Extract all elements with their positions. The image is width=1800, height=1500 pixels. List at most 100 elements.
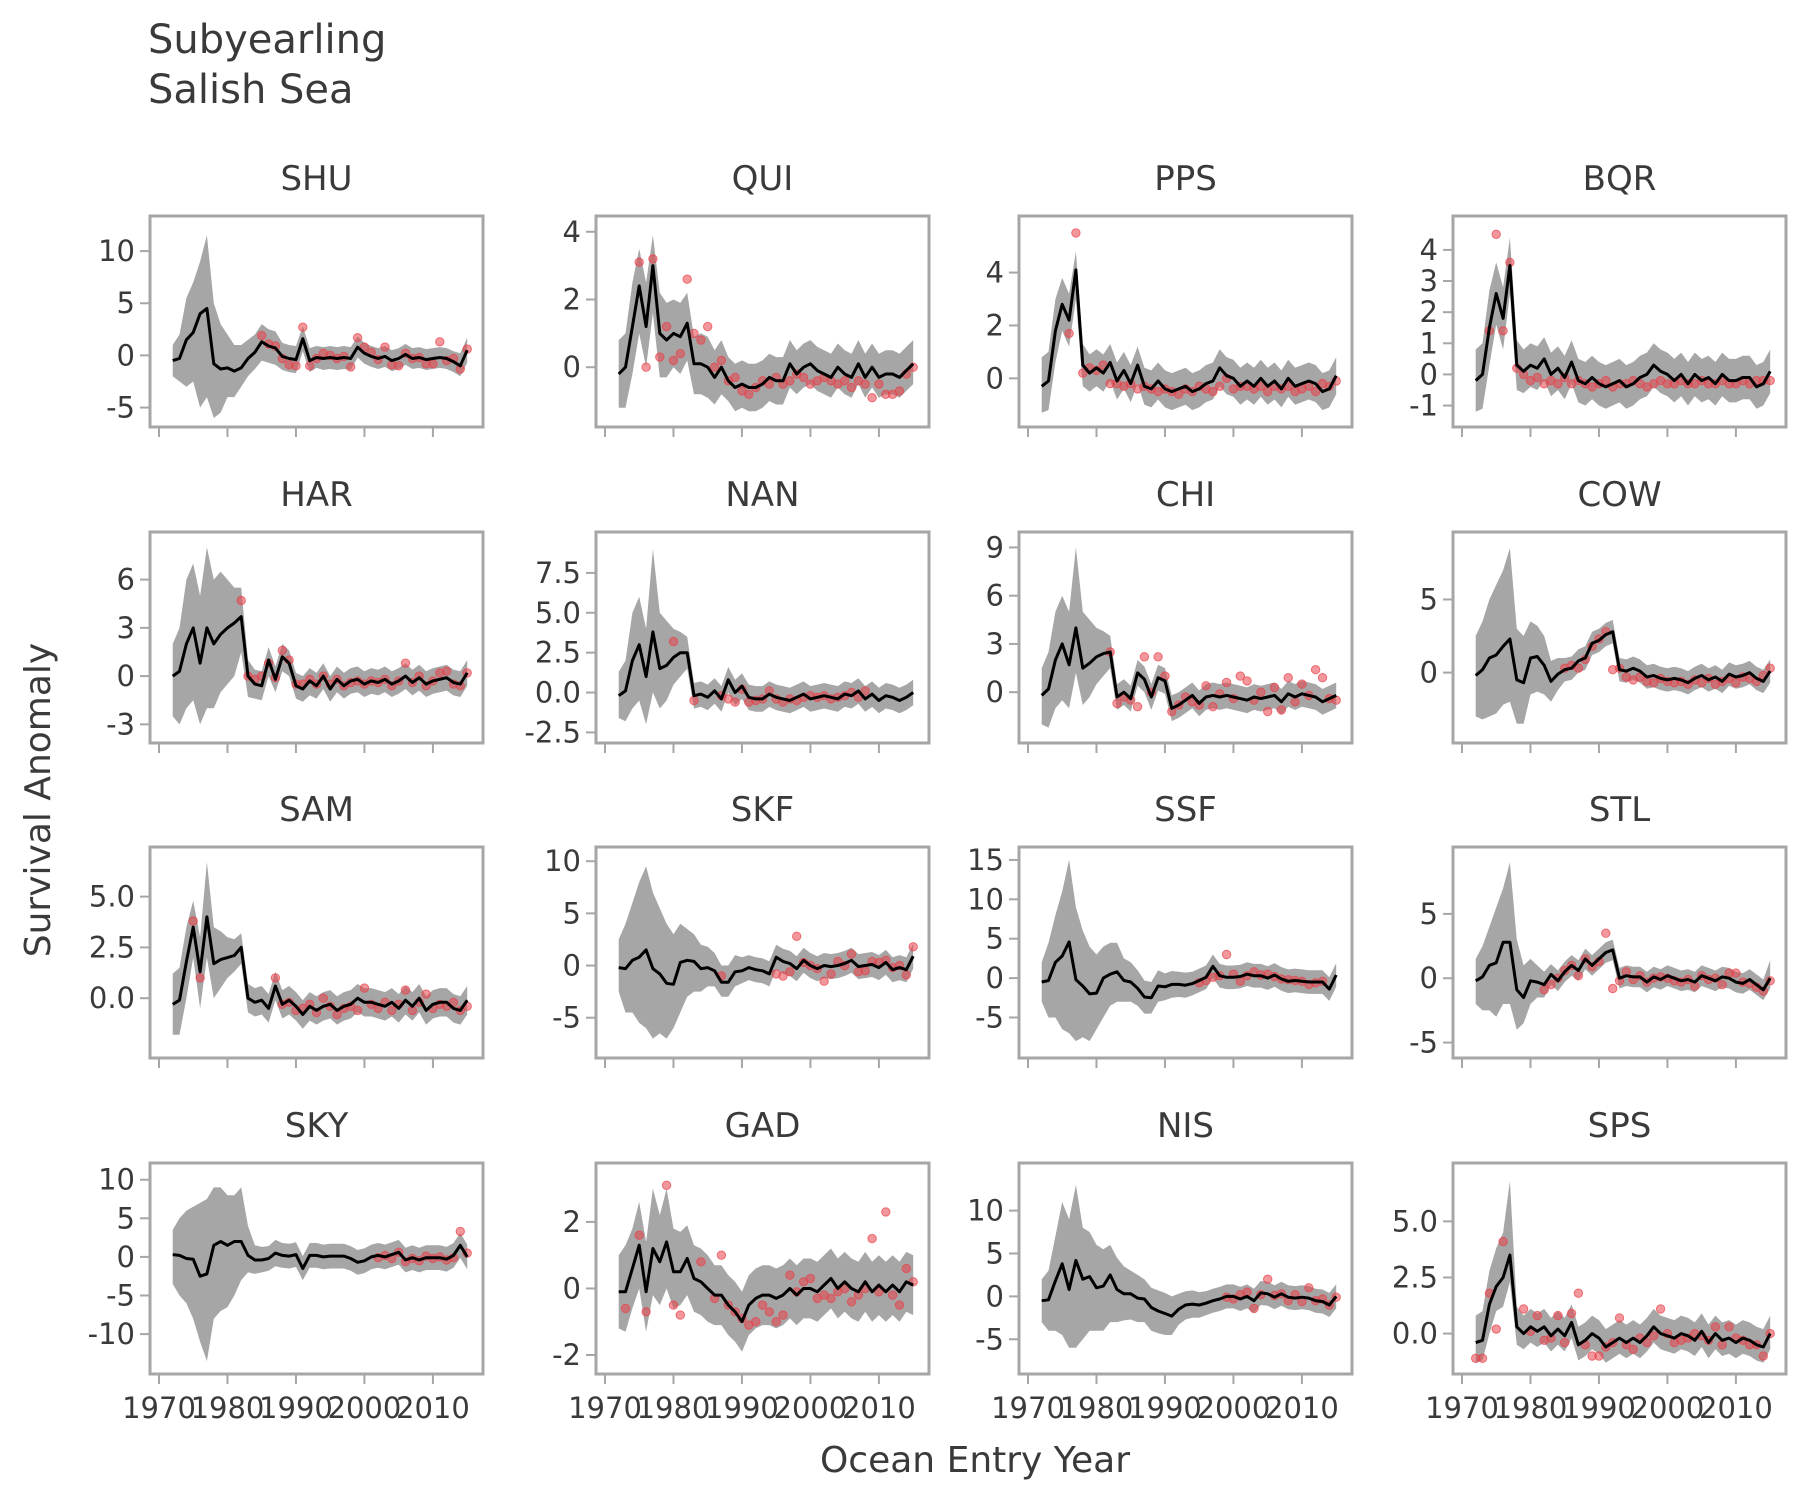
panel-title-stl: STL [1589,790,1650,830]
data-point [1256,381,1266,391]
x-tick-label: 2000 [1197,1391,1271,1425]
y-tick-label: 2.5 [1392,1260,1438,1294]
data-point [1601,928,1611,938]
data-point [661,321,672,332]
mean-line [172,1240,469,1278]
data-point [195,973,205,983]
data-point [901,970,911,980]
data-point [826,1293,836,1304]
y-tick-label: 2 [986,308,1004,342]
data-point [346,362,356,372]
confidence-band [618,1188,914,1352]
panel-frame [594,530,931,745]
data-point [1566,1308,1577,1319]
data-point [1477,1353,1488,1364]
y-tick-label: 0 [1420,656,1438,690]
data-point [1297,679,1307,689]
figure-title-line-2: Salish Sea [148,67,354,113]
data-point [441,666,452,676]
data-point [1276,705,1287,715]
data-point [1201,681,1211,691]
data-point [675,1310,685,1320]
panel-qui: QUI 0 2 4 [563,159,931,437]
data-point [1263,1274,1273,1284]
data-point [1553,1310,1563,1321]
data-point [1208,386,1218,397]
data-point [689,695,699,706]
data-point [1263,706,1273,717]
y-tick-label: -5 [975,1000,1004,1034]
confidence-band [1475,548,1771,724]
panel-shu: SHU -5 0 5 10 [98,159,485,437]
y-tick-label: 5 [117,286,135,320]
data-point [1153,652,1163,662]
data-point [1304,1283,1314,1293]
y-tick-label: -10 [88,1317,135,1351]
panel-title-har: HAR [280,475,352,515]
panel-frame [594,845,931,1060]
data-point [867,393,877,403]
y-tick-label: 0.0 [535,676,581,710]
y-tick-label: -5 [106,1279,135,1313]
mean-line [172,307,469,373]
x-tick-label: 1970 [991,1391,1065,1425]
data-point [188,916,198,926]
y-tick-label: 0 [986,1279,1004,1313]
y-tick-label: -5 [1409,1026,1438,1060]
y-tick-label: 2.5 [89,930,135,964]
data-point [655,352,665,362]
panel-title-sps: SPS [1588,1106,1652,1146]
panel-title-pps: PPS [1154,159,1217,199]
data-point [1283,673,1293,683]
data-point [634,1230,644,1240]
data-point [257,330,267,341]
data-point [778,1310,788,1320]
data-point [709,362,720,372]
data-point [730,372,740,383]
data-point [1758,1351,1769,1361]
x-tick-label: 1980 [637,1391,711,1425]
y-tick-label: 5 [986,922,1004,956]
data-point [1532,372,1543,383]
data-point [1649,678,1659,688]
panel-frame [1017,214,1354,429]
data-point [270,973,281,983]
y-tick-label: 0 [117,1240,135,1274]
y-tick-label: 0 [563,949,581,983]
data-point [1601,375,1611,386]
y-tick-label: 2 [563,1205,581,1239]
y-tick-label: -2.5 [524,715,581,749]
data-point [352,1005,363,1016]
data-point [648,254,658,264]
data-point [1532,1310,1543,1321]
data-point [1628,1344,1638,1355]
data-point [1256,687,1266,697]
data-point [1546,980,1556,990]
mean-line [617,264,915,389]
x-tick-label: 1980 [191,1391,265,1425]
confidence-band [618,866,914,1039]
confidence-band [1041,1184,1337,1348]
y-tick-label: 10 [544,844,581,878]
data-point [860,379,870,389]
y-tick-label: 5 [563,896,581,930]
panel-frame [148,530,485,745]
data-point [400,985,411,995]
panel-skf: SKF -5 0 5 10 [544,790,931,1068]
y-tick-label: 9 [986,530,1004,564]
y-tick-label: 5.0 [89,880,135,914]
mean-line [171,915,469,1016]
x-tick-label: 2010 [842,1391,916,1425]
data-point [764,1307,774,1317]
data-point [840,376,850,386]
y-tick-label: 2 [563,282,581,316]
data-point [689,328,699,339]
panel-title-nan: NAN [725,475,799,515]
data-point [387,1005,397,1016]
data-point [846,949,857,959]
panel-ssf: SSF -5 0 5 10 15 [967,790,1354,1068]
data-point [1608,983,1618,994]
y-tick-label: -5 [975,1322,1004,1356]
